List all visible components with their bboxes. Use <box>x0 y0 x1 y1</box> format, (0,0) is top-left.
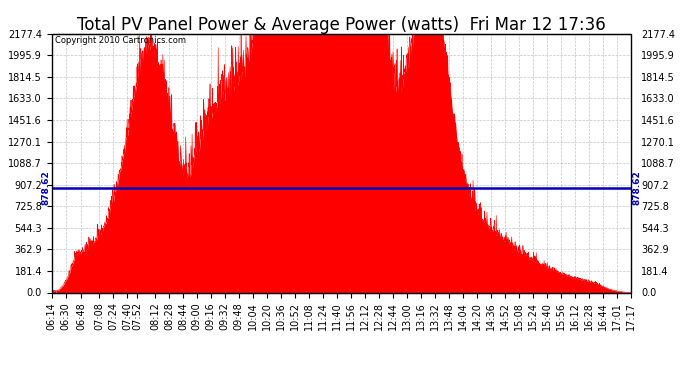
Text: 878.62: 878.62 <box>42 171 51 206</box>
Text: 878.62: 878.62 <box>632 171 641 206</box>
Title: Total PV Panel Power & Average Power (watts)  Fri Mar 12 17:36: Total PV Panel Power & Average Power (wa… <box>77 16 606 34</box>
Text: Copyright 2010 Cartronics.com: Copyright 2010 Cartronics.com <box>55 36 186 45</box>
